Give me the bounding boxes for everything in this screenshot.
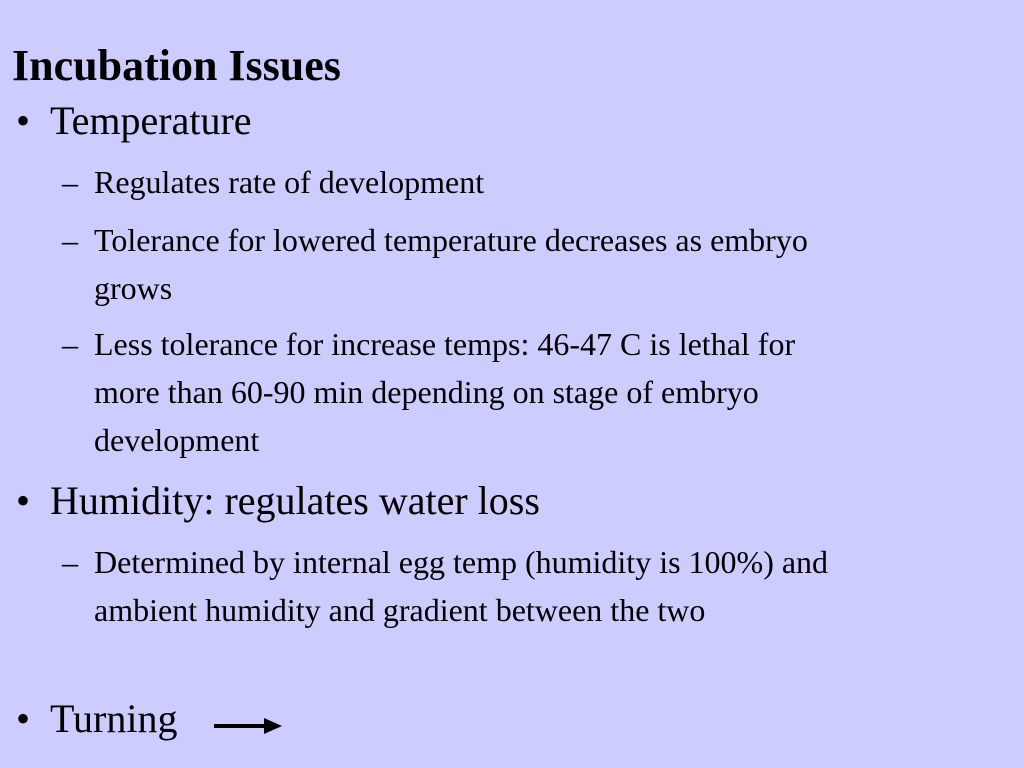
bullet-glyph: • bbox=[16, 696, 31, 741]
bullet-item-label: Turning bbox=[50, 696, 178, 741]
dash-glyph: – bbox=[62, 326, 78, 362]
subitem-label: Tolerance for lowered temperature decrea… bbox=[94, 222, 808, 306]
dash-glyph: – bbox=[62, 222, 78, 258]
bullet-glyph: • bbox=[16, 478, 31, 523]
bullet-glyph: • bbox=[16, 98, 31, 143]
subitem-label: Regulates rate of development bbox=[94, 164, 485, 200]
subitem-label: Less tolerance for increase temps: 46-47… bbox=[94, 326, 796, 458]
subitem-label: Determined by internal egg temp (humidit… bbox=[94, 544, 829, 628]
right-arrow-icon bbox=[214, 718, 282, 734]
dash-glyph: – bbox=[62, 164, 78, 200]
bullet-item-label: Temperature bbox=[50, 98, 252, 143]
dash-glyph: – bbox=[62, 544, 78, 580]
bullet-item-label: Humidity: regulates water loss bbox=[50, 478, 540, 523]
slide-title: Incubation Issues bbox=[12, 41, 341, 90]
